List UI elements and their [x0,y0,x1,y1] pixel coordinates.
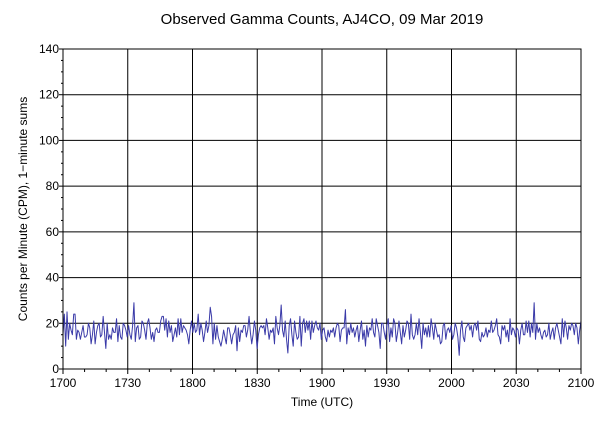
series-layer [62,302,582,356]
x-tick-label: 2000 [438,376,465,390]
chart-title: Observed Gamma Counts, AJ4CO, 09 Mar 201… [161,11,484,28]
y-tick-label: 20 [46,316,60,330]
x-tick-label: 1800 [179,376,206,390]
y-tick-label: 120 [39,88,59,102]
y-axis-label: Counts per Minute (CPM), 1−minute sums [16,97,30,321]
x-tick-label: 2100 [568,376,595,390]
y-tick-label: 60 [46,225,60,239]
x-tick-label: 1730 [114,376,141,390]
y-tick-label: 0 [52,362,59,376]
x-axis-label: Time (UTC) [291,395,353,409]
x-tick-label: 1830 [244,376,271,390]
y-tick-label: 100 [39,133,59,147]
ticks [59,48,582,374]
grid [63,49,581,369]
y-tick-label: 140 [39,42,59,56]
y-tick-label: 40 [46,271,60,285]
x-tick-label: 1900 [309,376,336,390]
y-tick-label: 80 [46,179,60,193]
x-tick-labels: 1700 1730 1800 1830 1900 1930 2000 2030 2100 [50,376,595,390]
y-tick-labels: 0 20 40 60 80 100 120 140 [39,42,59,376]
x-tick-label: 1930 [373,376,400,390]
x-tick-label: 1700 [50,376,77,390]
x-tick-label: 2030 [503,376,530,390]
series-line [62,302,582,356]
